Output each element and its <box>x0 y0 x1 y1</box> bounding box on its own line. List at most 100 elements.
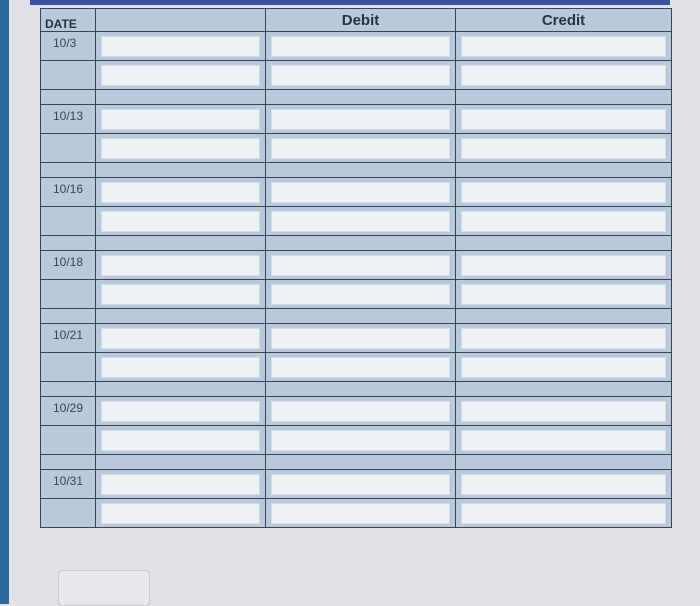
credit-input[interactable] <box>461 137 666 159</box>
credit-input[interactable] <box>461 356 666 378</box>
credit-input[interactable] <box>461 181 666 203</box>
date-cell: 10/31 <box>40 469 96 499</box>
separator-cell <box>455 381 672 397</box>
credit-input[interactable] <box>461 35 666 57</box>
credit-input[interactable] <box>461 283 666 305</box>
debit-input[interactable] <box>271 181 450 203</box>
account-input[interactable] <box>101 356 260 378</box>
debit-cell <box>265 206 456 236</box>
separator-cell <box>265 381 456 397</box>
separator-cell <box>95 381 266 397</box>
separator-cell <box>40 308 96 324</box>
account-input[interactable] <box>101 254 260 276</box>
table-row: 10/18 <box>40 250 672 280</box>
separator-row <box>40 381 672 397</box>
credit-input[interactable] <box>461 400 666 422</box>
date-cell <box>40 206 96 236</box>
debit-input[interactable] <box>271 400 450 422</box>
credit-input[interactable] <box>461 210 666 232</box>
account-cell <box>95 352 266 382</box>
credit-cell <box>455 133 672 163</box>
separator-cell <box>265 454 456 470</box>
debit-input[interactable] <box>271 108 450 130</box>
table-row: 10/31 <box>40 469 672 499</box>
debit-input[interactable] <box>271 429 450 451</box>
account-input[interactable] <box>101 502 260 524</box>
debit-input[interactable] <box>271 254 450 276</box>
account-input[interactable] <box>101 108 260 130</box>
credit-cell <box>455 177 672 207</box>
credit-input[interactable] <box>461 64 666 86</box>
debit-cell <box>265 177 456 207</box>
account-input[interactable] <box>101 35 260 57</box>
table-row <box>40 352 672 382</box>
debit-input[interactable] <box>271 35 450 57</box>
date-cell: 10/16 <box>40 177 96 207</box>
debit-input[interactable] <box>271 502 450 524</box>
save-button[interactable] <box>58 570 150 606</box>
credit-cell <box>455 425 672 455</box>
account-input[interactable] <box>101 210 260 232</box>
debit-cell <box>265 396 456 426</box>
window-edge <box>0 0 9 604</box>
credit-input[interactable] <box>461 327 666 349</box>
credit-cell <box>455 250 672 280</box>
debit-input[interactable] <box>271 283 450 305</box>
account-cell <box>95 396 266 426</box>
date-cell: 10/21 <box>40 323 96 353</box>
account-input[interactable] <box>101 327 260 349</box>
account-cell <box>95 104 266 134</box>
separator-row <box>40 235 672 251</box>
credit-input[interactable] <box>461 254 666 276</box>
account-input[interactable] <box>101 429 260 451</box>
debit-input[interactable] <box>271 327 450 349</box>
account-input[interactable] <box>101 181 260 203</box>
debit-input[interactable] <box>271 64 450 86</box>
credit-cell <box>455 60 672 90</box>
credit-input[interactable] <box>461 502 666 524</box>
account-cell <box>95 133 266 163</box>
date-cell: 10/13 <box>40 104 96 134</box>
account-cell <box>95 469 266 499</box>
separator-cell <box>455 162 672 178</box>
credit-cell <box>455 104 672 134</box>
table-row <box>40 60 672 90</box>
debit-input[interactable] <box>271 473 450 495</box>
account-cell <box>95 60 266 90</box>
credit-input[interactable] <box>461 429 666 451</box>
debit-input[interactable] <box>271 210 450 232</box>
credit-cell <box>455 323 672 353</box>
separator-cell <box>455 308 672 324</box>
credit-input[interactable] <box>461 473 666 495</box>
credit-input[interactable] <box>461 108 666 130</box>
date-cell <box>40 133 96 163</box>
debit-input[interactable] <box>271 356 450 378</box>
account-input[interactable] <box>101 400 260 422</box>
account-input[interactable] <box>101 137 260 159</box>
credit-header: Credit <box>455 8 672 32</box>
separator-cell <box>40 454 96 470</box>
separator-cell <box>40 89 96 105</box>
date-header: DATE <box>40 8 96 32</box>
credit-cell <box>455 469 672 499</box>
account-cell <box>95 206 266 236</box>
credit-cell <box>455 31 672 61</box>
credit-cell <box>455 206 672 236</box>
account-cell <box>95 177 266 207</box>
table-row <box>40 133 672 163</box>
table-row: 10/16 <box>40 177 672 207</box>
account-input[interactable] <box>101 283 260 305</box>
account-cell <box>95 498 266 528</box>
date-cell <box>40 352 96 382</box>
account-input[interactable] <box>101 64 260 86</box>
date-cell: 10/29 <box>40 396 96 426</box>
account-cell <box>95 279 266 309</box>
debit-cell <box>265 498 456 528</box>
debit-cell <box>265 352 456 382</box>
table-row: 10/21 <box>40 323 672 353</box>
table-row <box>40 206 672 236</box>
account-input[interactable] <box>101 473 260 495</box>
debit-input[interactable] <box>271 137 450 159</box>
separator-row <box>40 308 672 324</box>
separator-cell <box>95 308 266 324</box>
